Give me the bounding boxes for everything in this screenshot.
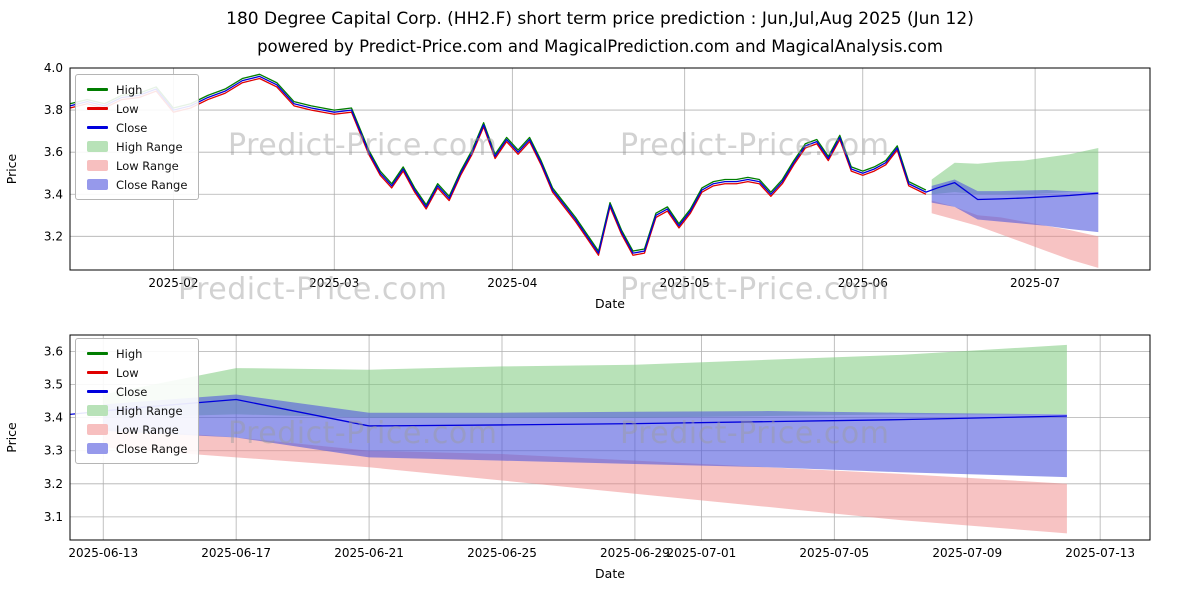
- forecast-chart: 2025-06-13 2025-06-17 2025-06-21 2025-06-25…: [0, 326, 1200, 600]
- legend-label: High: [116, 346, 143, 361]
- legend-item-high: High: [87, 82, 187, 97]
- svg-text:2025-07: 2025-07: [1010, 276, 1060, 290]
- legend-label: High: [116, 82, 143, 97]
- legend-item-low-range: Low Range: [87, 158, 187, 173]
- svg-text:3.4: 3.4: [44, 411, 63, 425]
- legend-label: Close: [116, 120, 148, 135]
- legend-item-low-range: Low Range: [87, 422, 187, 437]
- svg-text:2025-07-01: 2025-07-01: [667, 546, 737, 560]
- svg-text:2025-05: 2025-05: [660, 276, 710, 290]
- legend-label: Low: [116, 101, 139, 116]
- legend-patch-swatch: [87, 179, 108, 190]
- svg-text:2025-06-17: 2025-06-17: [201, 546, 271, 560]
- svg-text:3.2: 3.2: [44, 477, 63, 491]
- legend-line-swatch: [87, 352, 108, 355]
- svg-text:Date: Date: [595, 566, 625, 581]
- legend-item-close-range: Close Range: [87, 441, 187, 456]
- svg-text:3.4: 3.4: [44, 187, 63, 201]
- svg-text:Price: Price: [4, 153, 19, 184]
- legend-patch-swatch: [87, 443, 108, 454]
- legend-item-close: Close: [87, 384, 187, 399]
- svg-text:2025-07-13: 2025-07-13: [1065, 546, 1135, 560]
- svg-text:Price: Price: [4, 422, 19, 453]
- legend-label: Close: [116, 384, 148, 399]
- legend-label: Low Range: [116, 422, 179, 437]
- legend-label: Close Range: [116, 441, 188, 456]
- legend-item-high-range: High Range: [87, 403, 187, 418]
- svg-text:2025-06-21: 2025-06-21: [334, 546, 404, 560]
- svg-text:2025-07-09: 2025-07-09: [932, 546, 1002, 560]
- svg-text:2025-03: 2025-03: [309, 276, 359, 290]
- legend-item-high: High: [87, 346, 187, 361]
- forecast-chart-canvas: 2025-06-13 2025-06-17 2025-06-21 2025-06-25…: [4, 334, 1151, 581]
- svg-text:2025-06-29: 2025-06-29: [600, 546, 670, 560]
- legend-line-swatch: [87, 390, 108, 393]
- figure-subtitle: powered by Predict-Price.com and Magical…: [257, 37, 943, 56]
- history-chart: 2025-02 2025-03 2025-04 2025-05 2025-06 2025-…: [0, 62, 1200, 320]
- legend-label: Low Range: [116, 158, 179, 173]
- legend-line-swatch: [87, 107, 108, 110]
- legend-patch-swatch: [87, 160, 108, 171]
- svg-text:3.8: 3.8: [44, 103, 63, 117]
- legend-label: Low: [116, 365, 139, 380]
- svg-text:3.6: 3.6: [44, 145, 63, 159]
- svg-text:2025-06-13: 2025-06-13: [68, 546, 138, 560]
- history-chart-legend: High Low Close High Range Low Range Close Ran…: [75, 74, 200, 200]
- history-chart-canvas: 2025-02 2025-03 2025-04 2025-05 2025-06 2025-…: [4, 62, 1151, 311]
- svg-text:3.5: 3.5: [44, 378, 63, 392]
- svg-text:2025-07-05: 2025-07-05: [799, 546, 869, 560]
- svg-text:3.3: 3.3: [44, 444, 63, 458]
- svg-text:3.1: 3.1: [44, 510, 63, 524]
- legend-line-swatch: [87, 88, 108, 91]
- legend-line-swatch: [87, 126, 108, 129]
- figure-title: 180 Degree Capital Corp. (HH2.F) short t…: [226, 9, 974, 29]
- svg-text:2025-06: 2025-06: [838, 276, 888, 290]
- svg-text:4.0: 4.0: [44, 62, 63, 75]
- svg-text:2025-02: 2025-02: [148, 276, 198, 290]
- svg-text:3.6: 3.6: [44, 345, 63, 359]
- svg-text:2025-06-25: 2025-06-25: [467, 546, 537, 560]
- legend-label: High Range: [116, 139, 183, 154]
- legend-label: High Range: [116, 403, 183, 418]
- legend-item-close: Close: [87, 120, 187, 135]
- legend-patch-swatch: [87, 141, 108, 152]
- legend-item-low: Low: [87, 365, 187, 380]
- legend-item-low: Low: [87, 101, 187, 116]
- legend-patch-swatch: [87, 405, 108, 416]
- legend-line-swatch: [87, 371, 108, 374]
- svg-text:3.2: 3.2: [44, 229, 63, 243]
- legend-item-high-range: High Range: [87, 139, 187, 154]
- legend-patch-swatch: [87, 424, 108, 435]
- forecast-chart-legend: High Low Close High Range Low Range Close Ran…: [75, 338, 200, 464]
- legend-item-close-range: Close Range: [87, 177, 187, 192]
- svg-text:Date: Date: [595, 296, 625, 311]
- legend-label: Close Range: [116, 177, 188, 192]
- svg-text:2025-04: 2025-04: [487, 276, 537, 290]
